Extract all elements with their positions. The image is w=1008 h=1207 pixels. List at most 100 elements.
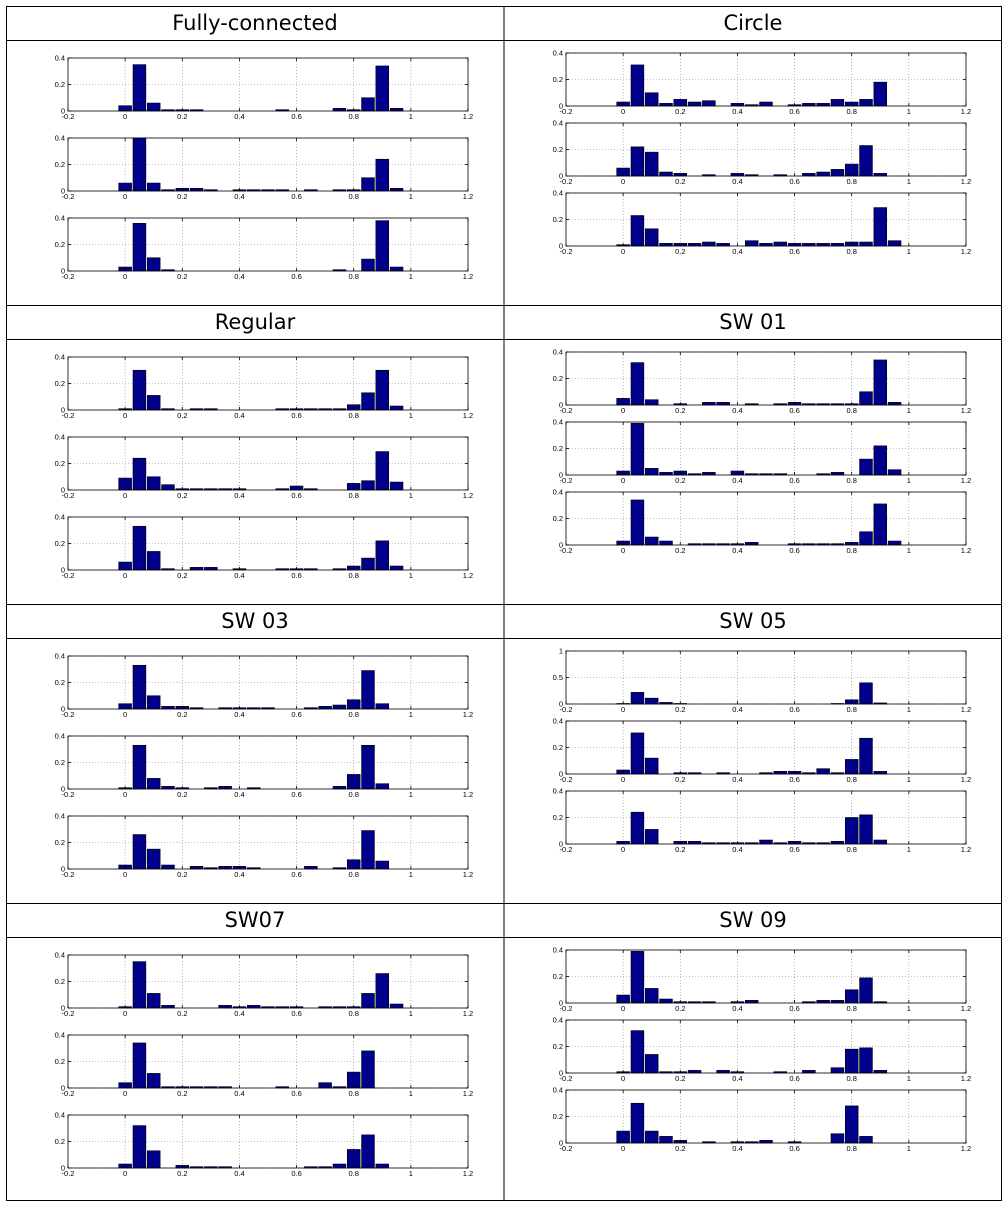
histogram-bar xyxy=(759,101,773,107)
x-tick-label: -0.2 xyxy=(560,775,573,784)
histogram-bar xyxy=(830,99,845,107)
y-tick-label: 0.2 xyxy=(55,977,65,986)
histogram-bar xyxy=(146,476,161,491)
x-tick-label: 0 xyxy=(621,1144,625,1153)
x-tick-label: -0.2 xyxy=(560,247,573,256)
histogram-group: -0.2 0 0.2 0.4 0.6 0.8 1 1.200.20.4-0.2 0 0.2 0.4 0… xyxy=(55,951,474,1179)
histogram-bar xyxy=(830,1133,845,1144)
table-borders xyxy=(6,6,1002,1201)
y-tick-label: 0 xyxy=(559,1139,563,1148)
y-tick-label: 0.4 xyxy=(55,513,65,522)
histogram-bar xyxy=(630,732,645,775)
histogram-bar xyxy=(389,481,404,491)
y-tick-label: 1 xyxy=(559,647,563,656)
x-tick-label: 0.4 xyxy=(732,406,742,415)
x-tick-label: 0.8 xyxy=(846,845,856,854)
x-tick-label: 0 xyxy=(123,192,127,201)
x-tick-label: 0.8 xyxy=(846,476,856,485)
y-tick-label: 0.4 xyxy=(55,54,65,63)
histogram-bar xyxy=(361,670,375,710)
x-tick-label: -0.2 xyxy=(62,1009,75,1018)
x-tick-label: 1 xyxy=(409,1009,413,1018)
x-tick-label: 0.4 xyxy=(732,177,742,186)
histogram-bar xyxy=(146,778,161,790)
x-tick-label: -0.2 xyxy=(62,411,75,420)
x-tick-label: 0 xyxy=(621,406,625,415)
histogram-panel: -0.2 0 0.2 0.4 0.6 0.8 1 1.200.20.4 xyxy=(553,787,972,855)
histogram-bar xyxy=(630,1030,645,1074)
histogram-bar xyxy=(816,768,830,775)
x-tick-label: 1.2 xyxy=(961,546,971,555)
y-tick-label: 0 xyxy=(559,172,563,181)
histogram-bar xyxy=(844,1105,859,1144)
histogram-bar xyxy=(375,540,390,571)
histogram-bar xyxy=(644,988,659,1004)
x-tick-label: -0.2 xyxy=(62,790,75,799)
x-tick-label: 0.6 xyxy=(291,1169,301,1178)
x-tick-label: 0.8 xyxy=(348,1169,358,1178)
histogram-group: -0.2 0 0.2 0.4 0.6 0.8 1 1.200.20.4-0.2 0 0.2 0.4 0… xyxy=(55,353,474,581)
x-tick-label: -0.2 xyxy=(560,406,573,415)
histogram-bar xyxy=(375,860,390,870)
histogram-bar xyxy=(132,664,147,710)
x-tick-label: 0.4 xyxy=(732,546,742,555)
x-tick-label: 0 xyxy=(123,112,127,121)
histogram-bar xyxy=(332,1163,347,1169)
x-tick-label: 0.4 xyxy=(234,192,244,201)
y-tick-label: 0.4 xyxy=(553,1016,563,1025)
chart-title: Regular xyxy=(214,310,296,334)
histogram-panel: -0.2 0 0.2 0.4 0.6 0.8 1 1.200.20.4 xyxy=(553,49,972,117)
x-tick-label: 0.8 xyxy=(348,870,358,879)
x-tick-label: 1.2 xyxy=(961,177,971,186)
x-tick-label: 0.2 xyxy=(177,411,187,420)
histogram-bar xyxy=(630,423,645,476)
x-tick-label: -0.2 xyxy=(62,1089,75,1098)
histogram-panel: -0.2 0 0.2 0.4 0.6 0.8 1 1.200.20.4 xyxy=(553,418,972,486)
histogram-bar xyxy=(630,811,645,845)
x-tick-label: 0.4 xyxy=(234,491,244,500)
y-tick-label: 0.4 xyxy=(553,348,563,357)
histogram-bar xyxy=(318,1082,332,1089)
chart-title: Circle xyxy=(723,11,783,35)
x-tick-label: 0.2 xyxy=(675,1004,685,1013)
histogram-bar xyxy=(361,480,375,491)
x-tick-label: 0.8 xyxy=(348,491,358,500)
y-tick-label: 0.4 xyxy=(55,433,65,442)
histogram-bar xyxy=(873,81,888,107)
y-tick-label: 0 xyxy=(61,705,65,714)
x-tick-label: 0.6 xyxy=(291,1009,301,1018)
x-tick-label: 0.2 xyxy=(675,107,685,116)
y-tick-label: 0 xyxy=(559,401,563,410)
histogram-bar xyxy=(630,499,645,546)
x-tick-label: 0.6 xyxy=(789,1004,799,1013)
histogram-bar xyxy=(644,757,659,775)
x-tick-label: 0.6 xyxy=(789,705,799,714)
x-tick-label: 1.2 xyxy=(463,112,473,121)
y-tick-label: 0.2 xyxy=(553,215,563,224)
x-tick-label: 1.2 xyxy=(463,411,473,420)
y-tick-label: 0.2 xyxy=(553,514,563,523)
x-tick-label: -0.2 xyxy=(560,476,573,485)
x-tick-label: -0.2 xyxy=(62,112,75,121)
x-tick-label: 0.2 xyxy=(177,1009,187,1018)
x-tick-label: 0 xyxy=(123,571,127,580)
histogram-bar xyxy=(630,362,645,406)
x-tick-label: 0 xyxy=(621,1074,625,1083)
histogram-bar xyxy=(630,215,645,247)
x-tick-label: 0.8 xyxy=(348,272,358,281)
histogram-group: -0.2 0 0.2 0.4 0.6 0.8 1 1.200.20.4 -0.2 0 0.2 0.4 0… xyxy=(553,49,972,257)
histogram-bar xyxy=(644,1130,659,1144)
histogram-bar xyxy=(859,814,873,845)
x-tick-label: 0.8 xyxy=(846,247,856,256)
histogram-bar xyxy=(132,1125,147,1169)
histogram-panel: -0.2 0 0.2 0.4 0.6 0.8 1 1.200.20.4 xyxy=(553,1016,972,1084)
y-tick-label: 0.4 xyxy=(55,1031,65,1040)
y-tick-label: 0.2 xyxy=(55,240,65,249)
y-tick-label: 0.4 xyxy=(55,353,65,362)
histogram-bar xyxy=(859,241,873,247)
x-tick-label: 0.8 xyxy=(348,112,358,121)
x-tick-label: 0.8 xyxy=(348,571,358,580)
x-tick-label: 1 xyxy=(907,1004,911,1013)
y-tick-label: 0 xyxy=(559,1069,563,1078)
x-tick-label: 1.2 xyxy=(463,192,473,201)
